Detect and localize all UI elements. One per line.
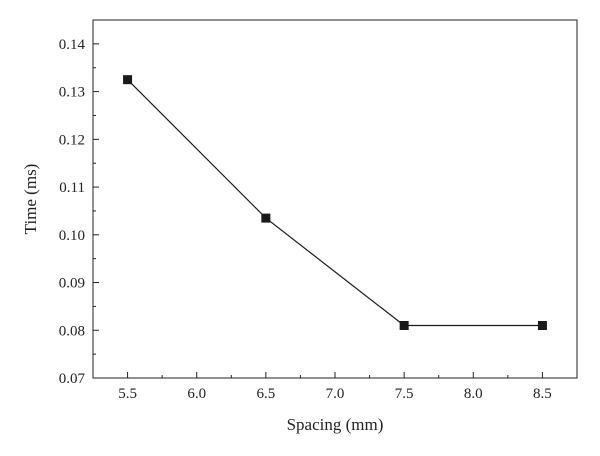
y-tick-label: 0.10 <box>59 228 85 244</box>
x-tick-label: 8.5 <box>533 386 552 402</box>
y-tick-label: 0.08 <box>59 323 85 339</box>
x-tick-label: 6.5 <box>256 386 275 402</box>
data-point <box>399 320 409 330</box>
plot-frame <box>92 19 578 379</box>
axis-tick-labels: 5.5 6.0 6.5 7.0 7.5 8.0 8.5 0.07 0.08 0.09 0.10 0.1… <box>59 37 552 402</box>
y-tick-label: 0.07 <box>59 371 86 387</box>
y-axis-title: Time (ms) <box>21 164 40 235</box>
y-tick-label: 0.09 <box>59 276 85 292</box>
series-points <box>123 75 547 330</box>
x-axis-title: Spacing (mm) <box>287 415 384 434</box>
axis-ticks <box>93 43 543 379</box>
series-line <box>127 79 543 327</box>
y-tick-label: 0.13 <box>59 85 85 101</box>
y-tick-label: 0.14 <box>59 37 86 53</box>
x-tick-label: 8.0 <box>464 386 483 402</box>
x-tick-label: 7.0 <box>326 386 345 402</box>
x-tick-label: 7.5 <box>395 386 414 402</box>
x-tick-label: 5.5 <box>118 386 137 402</box>
data-point <box>537 320 547 330</box>
y-tick-label: 0.12 <box>59 132 85 148</box>
y-tick-label: 0.11 <box>59 180 85 196</box>
series-lines <box>127 79 543 327</box>
x-tick-label: 6.0 <box>187 386 206 402</box>
data-point <box>261 213 271 223</box>
data-point <box>123 75 133 85</box>
